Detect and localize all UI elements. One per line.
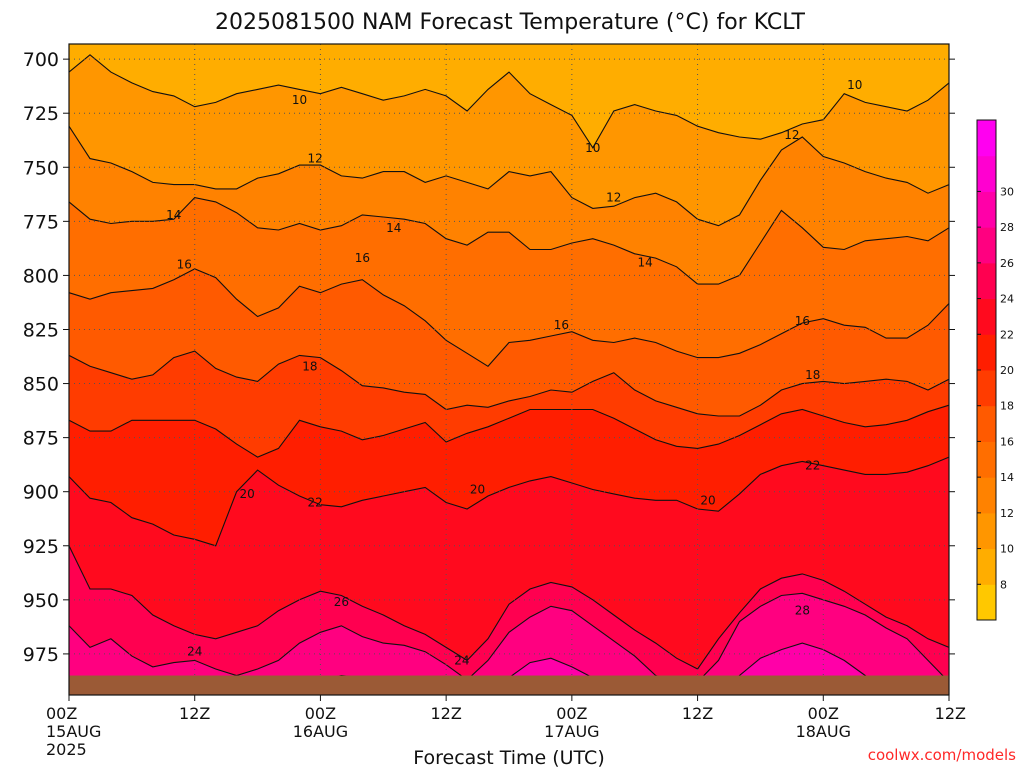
x-tick-label: 00Z	[305, 704, 336, 723]
colorbar-label: 22	[1000, 328, 1014, 341]
x-tick-date-label: 16AUG	[293, 722, 348, 741]
contour-label: 10	[585, 141, 600, 155]
colorbar-label: 28	[1000, 221, 1014, 234]
contour-label: 10	[292, 93, 307, 107]
colorbar-swatch	[977, 334, 996, 371]
x-tick-label: 12Z	[682, 704, 713, 723]
ground-band	[69, 675, 949, 695]
isotherm-20	[68, 404, 950, 458]
colorbar-label: 14	[1000, 471, 1014, 484]
y-tick-label: 900	[23, 482, 59, 504]
isotherm-18	[68, 350, 950, 417]
y-tick-label: 750	[23, 157, 59, 179]
colorbar-swatch	[977, 155, 996, 192]
y-tick-label: 725	[23, 103, 59, 125]
contour-label: 20	[470, 483, 485, 497]
y-tick-label: 825	[23, 319, 59, 341]
x-tick-date-label: 18AUG	[796, 722, 851, 741]
colorbar-swatch	[977, 441, 996, 478]
y-tick-label: 775	[23, 211, 59, 233]
contour-label: 14	[638, 255, 653, 269]
contour-label: 16	[177, 258, 192, 272]
colorbar-label: 10	[1000, 543, 1014, 556]
contour-label: 14	[386, 221, 401, 235]
x-tick-label: 12Z	[430, 704, 461, 723]
colorbar-swatch	[977, 548, 996, 585]
contour-label: 10	[847, 78, 862, 92]
colorbar-label: 26	[1000, 257, 1014, 270]
contour-label: 28	[795, 604, 810, 618]
x-tick-label: 00Z	[808, 704, 839, 723]
contour-label: 20	[239, 487, 254, 501]
isotherm-12	[68, 125, 950, 227]
contour-label: 26	[334, 595, 349, 609]
ground-layer	[69, 675, 949, 695]
colorbar-swatch	[977, 405, 996, 442]
contour-label: 16	[355, 251, 370, 265]
contour-label: 14	[166, 208, 181, 222]
colorbar-swatch	[977, 477, 996, 514]
x-tick-label: 12Z	[179, 704, 210, 723]
colorbar-swatch	[977, 370, 996, 407]
isotherm-24	[68, 545, 950, 670]
colorbar-swatch	[977, 298, 996, 335]
axes-layer: 70072575077580082585087590092595097500Z1…	[23, 43, 966, 759]
contour-label: 12	[308, 152, 323, 166]
y-tick-label: 925	[23, 536, 59, 558]
colorbar-swatch	[977, 120, 996, 157]
fill-band-26	[69, 593, 949, 695]
contour-label: 16	[554, 318, 569, 332]
colorbar-label: 12	[1000, 507, 1014, 520]
colorbar-swatch	[977, 227, 996, 264]
contour-label: 24	[187, 645, 202, 659]
temperature-fill-layer	[69, 44, 949, 696]
contour-label-layer: 10 10 10 12 12 12 14 14 14 16 16 16 16 18 18 20 20 20 22 22…	[166, 78, 862, 667]
contour-label: 24	[454, 653, 469, 667]
isotherm-14	[68, 197, 950, 285]
y-tick-label: 875	[23, 428, 59, 450]
contour-label: 20	[700, 493, 715, 507]
credit-text: coolwx.com/models	[868, 746, 1016, 764]
colorbar-label: 16	[1000, 435, 1014, 448]
colorbar-swatch	[977, 191, 996, 228]
plot-frame	[68, 43, 950, 696]
isotherm-contour-layer	[68, 54, 950, 696]
isotherm-16	[68, 268, 950, 368]
contour-label: 22	[805, 459, 820, 473]
isotherm-10	[68, 54, 950, 149]
contour-label: 18	[805, 368, 820, 382]
x-tick-date-label: 15AUG	[46, 722, 101, 741]
x-tick-label: 12Z	[935, 704, 966, 723]
chart-title: 2025081500 NAM Forecast Temperature (°C)…	[215, 10, 805, 35]
y-tick-label: 950	[23, 590, 59, 612]
colorbar-swatch	[977, 512, 996, 550]
colorbar-label: 24	[1000, 293, 1014, 306]
x-axis-label: Forecast Time (UTC)	[413, 747, 604, 768]
contour-label: 18	[302, 359, 317, 373]
contour-label: 22	[308, 496, 323, 510]
colorbar-label: 18	[1000, 400, 1014, 413]
contour-label: 12	[784, 128, 799, 142]
isotherm-22	[68, 456, 950, 547]
y-tick-label: 700	[23, 49, 59, 71]
colorbar-label: 20	[1000, 364, 1014, 377]
colorbar-label: 8	[1000, 578, 1007, 591]
contour-label: 12	[606, 191, 621, 205]
isotherm-26	[68, 592, 950, 683]
x-tick-year-label: 2025	[46, 740, 87, 759]
x-tick-label: 00Z	[556, 704, 587, 723]
y-tick-label: 800	[23, 265, 59, 287]
colorbar: 8 10 12 14 16 18 20 22 24 26 28 30	[976, 119, 1014, 621]
y-tick-label: 850	[23, 374, 59, 396]
colorbar-swatch	[977, 262, 996, 300]
contour-label: 16	[795, 314, 810, 328]
y-tick-label: 975	[23, 644, 59, 666]
x-tick-date-label: 17AUG	[544, 722, 599, 741]
colorbar-label: 30	[1000, 185, 1014, 198]
x-tick-label: 00Z	[46, 704, 77, 723]
colorbar-swatch	[977, 584, 996, 621]
